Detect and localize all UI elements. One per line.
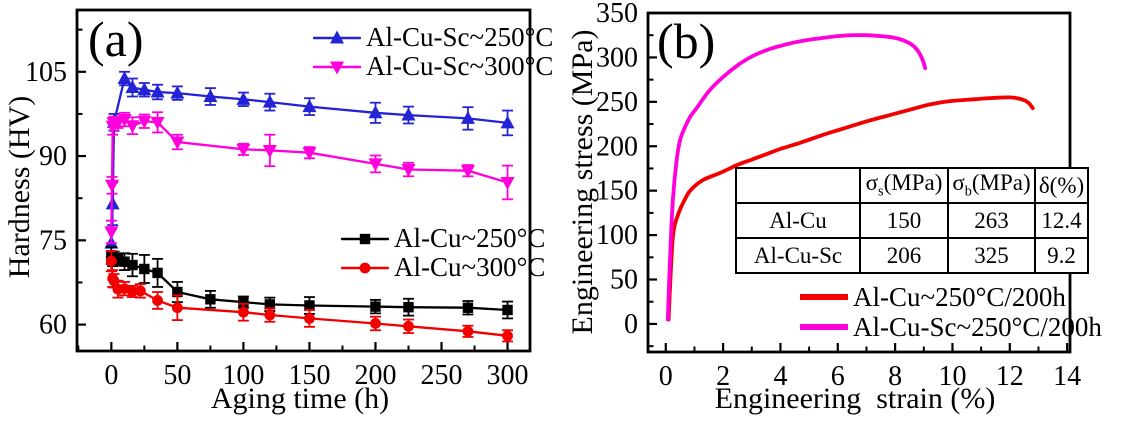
table-header-delta: δ(%) [1034, 167, 1089, 204]
legend-alcu-series: Al-Cu~250°C Al-Cu~300°C [340, 223, 546, 282]
aging-time-axis-title: Aging time (h) [210, 382, 390, 415]
svg-text:200: 200 [596, 131, 638, 162]
table-header-row: σs(MPa) σb(MPa) δ(%) [735, 167, 1089, 204]
blue-triangle-up-marker-icon [312, 27, 362, 49]
svg-text:150: 150 [288, 360, 330, 391]
legend-label: Al-Cu~250°C/200h [853, 281, 1066, 312]
legend-item-alcusc-300: Al-Cu-Sc~300°C [312, 51, 554, 81]
table-header-sigma-b: σb(MPa) [947, 167, 1036, 204]
sigma-b-value: 263 [947, 202, 1036, 239]
svg-text:6: 6 [831, 361, 845, 392]
svg-text:100: 100 [222, 360, 264, 391]
svg-text:100: 100 [596, 220, 638, 251]
delta-value: 9.2 [1034, 237, 1089, 274]
table-header-sigma-s: σs(MPa) [859, 167, 949, 204]
legend-label: Al-Cu-Sc~300°C [366, 51, 554, 81]
svg-text:75: 75 [39, 225, 67, 256]
panel-b-label: (b) [657, 13, 716, 69]
legend-alcusc-series: Al-Cu-Sc~250°C Al-Cu-Sc~300°C [312, 22, 554, 81]
svg-text:250: 250 [421, 360, 463, 391]
mechanical-properties-table: σs(MPa) σb(MPa) δ(%) Al-Cu 150 263 12.4 … [735, 167, 1089, 274]
svg-text:8: 8 [888, 361, 902, 392]
svg-text:2: 2 [716, 361, 730, 392]
svg-text:0: 0 [104, 360, 118, 391]
svg-text:14: 14 [1053, 361, 1081, 392]
legend-label: Al-Cu~250°C [394, 223, 546, 253]
svg-text:90: 90 [39, 141, 67, 172]
legend-item-alcu-300: Al-Cu~300°C [340, 252, 546, 282]
row-label: Al-Cu [735, 202, 861, 239]
svg-text:50: 50 [163, 360, 191, 391]
svg-text:300: 300 [596, 42, 638, 73]
svg-text:150: 150 [596, 176, 638, 207]
hardness-axis-title: Hardness (HV) [3, 95, 36, 279]
legend-item-alcu-250: Al-Cu~250°C [340, 223, 546, 253]
svg-text:4: 4 [773, 361, 787, 392]
black-square-marker-icon [340, 228, 390, 250]
svg-text:10: 10 [938, 361, 966, 392]
stress-axis-title: Engineering stress (MPa) [566, 29, 599, 335]
hardness-aging-chart: 0 50 100 150 200 250 300 60 75 90 105 [25, 8, 532, 391]
svg-text:300: 300 [487, 360, 529, 391]
svg-text:50: 50 [610, 265, 638, 296]
table-corner-cell [735, 167, 861, 204]
legend-label: Al-Cu-Sc~250°C [366, 22, 554, 52]
row-label: Al-Cu-Sc [735, 237, 861, 274]
delta-value: 12.4 [1034, 202, 1089, 239]
strain-axis-title: Engineering strain (%) [714, 382, 996, 415]
table-row-alcu: Al-Cu 150 263 12.4 [735, 202, 1089, 239]
sigma-s-value: 150 [859, 202, 949, 239]
legend-label: Al-Cu~300°C [394, 252, 546, 282]
svg-text:0: 0 [659, 361, 673, 392]
svg-text:250: 250 [596, 87, 638, 118]
magenta-triangle-down-marker-icon [312, 56, 362, 78]
svg-text:12: 12 [996, 361, 1024, 392]
legend-item-alcusc-curve: Al-Cu-Sc~250°C/200h [798, 311, 1102, 342]
sigma-b-value: 325 [947, 237, 1036, 274]
svg-text:105: 105 [25, 57, 67, 88]
red-line-swatch-icon [798, 286, 850, 308]
legend-item-alcu-curve: Al-Cu~250°C/200h [798, 281, 1102, 312]
sigma-s-value: 206 [859, 237, 949, 274]
panel-a-label: (a) [88, 11, 144, 67]
svg-text:350: 350 [596, 0, 638, 29]
svg-text:0: 0 [624, 309, 638, 340]
table-row-alcusc: Al-Cu-Sc 206 325 9.2 [735, 237, 1089, 274]
svg-text:200: 200 [354, 360, 396, 391]
magenta-line-swatch-icon [798, 316, 850, 338]
svg-text:60: 60 [39, 310, 67, 341]
legend-stress-strain: Al-Cu~250°C/200h Al-Cu-Sc~250°C/200h [798, 281, 1102, 342]
legend-label: Al-Cu-Sc~250°C/200h [853, 311, 1102, 342]
legend-item-alcusc-250: Al-Cu-Sc~250°C [312, 22, 554, 52]
red-circle-marker-icon [340, 257, 390, 279]
